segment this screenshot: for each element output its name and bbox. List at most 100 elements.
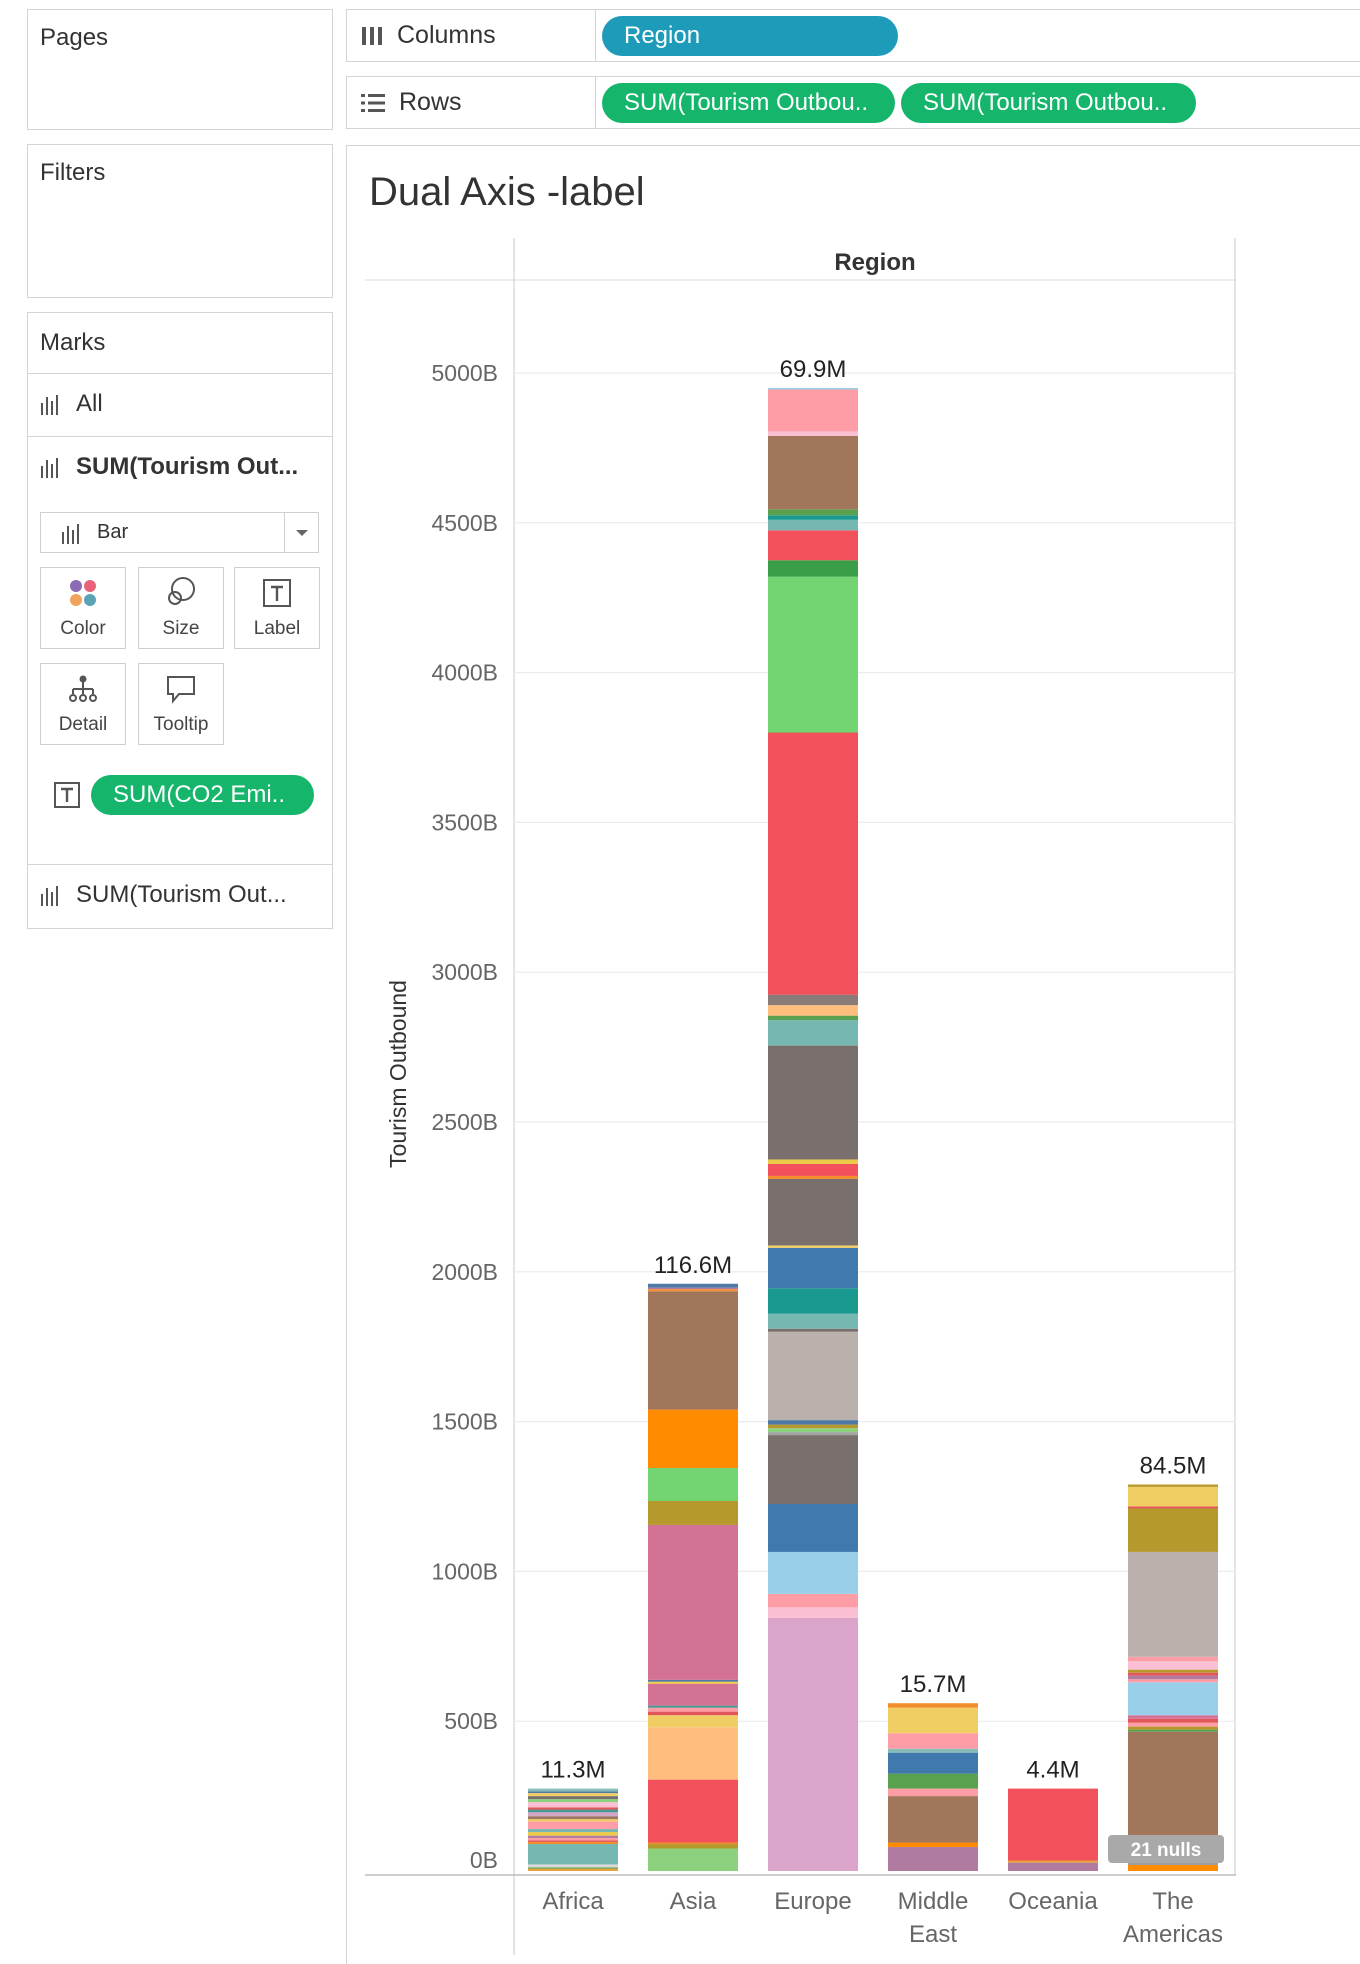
bar-segment[interactable] (528, 1793, 618, 1797)
bar-segment[interactable] (648, 1468, 738, 1501)
label-field-pill[interactable]: SUM(CO2 Emi.. (91, 775, 314, 815)
bar-segment[interactable] (768, 576, 858, 733)
bar-segment[interactable] (768, 1175, 858, 1179)
bar-segment[interactable] (1128, 1672, 1218, 1676)
bar-segment[interactable] (1128, 1729, 1218, 1732)
bar-segment[interactable] (648, 1683, 738, 1706)
marks-all-row[interactable]: All (28, 373, 332, 434)
label-button[interactable]: Label (234, 567, 320, 649)
bar-segment[interactable] (888, 1842, 978, 1848)
bar-segment[interactable] (768, 1428, 858, 1433)
bar-segment[interactable] (1008, 1860, 1098, 1863)
bar-segment[interactable] (768, 1178, 858, 1246)
bar-segment[interactable] (648, 1679, 738, 1682)
bar-segment[interactable] (648, 1500, 738, 1525)
bar-segment[interactable] (648, 1291, 738, 1410)
bar-segment[interactable] (1008, 1788, 1098, 1861)
bar-segment[interactable] (528, 1838, 618, 1841)
bar-segment[interactable] (528, 1868, 618, 1871)
bar-segment[interactable] (888, 1752, 978, 1774)
bar-segment[interactable] (1128, 1865, 1218, 1871)
bar-segment[interactable] (528, 1867, 618, 1869)
bar-segment[interactable] (768, 515, 858, 520)
bar-segment[interactable] (768, 387, 858, 390)
bar-segment[interactable] (768, 431, 858, 436)
bar-segment[interactable] (768, 1163, 858, 1176)
bar-segment[interactable] (768, 1435, 858, 1504)
bar-segment[interactable] (1128, 1551, 1218, 1657)
mark-type-dropdown[interactable]: Bar (40, 512, 319, 553)
bar-segment[interactable] (1008, 1862, 1098, 1871)
bar-segment[interactable] (528, 1821, 618, 1830)
bar-segment[interactable] (768, 1551, 858, 1594)
bar-segment[interactable] (768, 1245, 858, 1248)
bar-segment[interactable] (888, 1707, 978, 1734)
bar-segment[interactable] (648, 1283, 738, 1288)
bar-segment[interactable] (768, 1159, 858, 1164)
bar-segment[interactable] (1128, 1862, 1218, 1866)
bar-segment[interactable] (1128, 1726, 1218, 1730)
detail-button[interactable]: Detail (40, 663, 126, 745)
bar-segment[interactable] (1128, 1486, 1218, 1507)
bar-segment[interactable] (1128, 1675, 1218, 1680)
bar-segment[interactable] (888, 1847, 978, 1871)
bar-segment[interactable] (648, 1287, 738, 1290)
bar-segment[interactable] (528, 1840, 618, 1842)
bar-segment[interactable] (1128, 1679, 1218, 1683)
bar-segment[interactable] (528, 1832, 618, 1836)
bar-segment[interactable] (768, 1424, 858, 1429)
bar-segment[interactable] (768, 1503, 858, 1552)
bar-segment[interactable] (528, 1864, 618, 1868)
bar-segment[interactable] (648, 1681, 738, 1684)
rows-pill-1[interactable]: SUM(Tourism Outbou.. (602, 83, 895, 123)
bar-segment[interactable] (528, 1807, 618, 1810)
bar-segment[interactable] (1128, 1508, 1218, 1552)
bar-segment[interactable] (768, 1420, 858, 1425)
bar-segment[interactable] (768, 1045, 858, 1160)
bar-segment[interactable] (528, 1835, 618, 1839)
bar-segment[interactable] (648, 1848, 738, 1871)
bar-segment[interactable] (528, 1791, 618, 1794)
bar-segment[interactable] (1128, 1669, 1218, 1673)
bar-segment[interactable] (648, 1705, 738, 1708)
rows-pill-2[interactable]: SUM(Tourism Outbou.. (901, 83, 1196, 123)
bar-segment[interactable] (888, 1733, 978, 1749)
bar-segment[interactable] (888, 1788, 978, 1797)
bar-segment[interactable] (1128, 1682, 1218, 1716)
bar-segment[interactable] (648, 1289, 738, 1292)
bar-segment[interactable] (528, 1844, 618, 1865)
bar-segment[interactable] (528, 1819, 618, 1822)
bar-segment[interactable] (648, 1844, 738, 1849)
bar-segment[interactable] (768, 1020, 858, 1046)
marks-layer-2-row[interactable]: SUM(Tourism Out... (28, 864, 332, 925)
bar-segment[interactable] (768, 509, 858, 516)
bar-segment[interactable] (528, 1829, 618, 1833)
bar-segment[interactable] (768, 1005, 858, 1016)
bar-segment[interactable] (888, 1773, 978, 1789)
bar-segment[interactable] (1128, 1715, 1218, 1719)
bar-segment[interactable] (1128, 1722, 1218, 1727)
bar-segment[interactable] (528, 1802, 618, 1808)
bar-segment[interactable] (648, 1707, 738, 1712)
bar-segment[interactable] (648, 1711, 738, 1716)
bar-segment[interactable] (648, 1409, 738, 1469)
bar-segment[interactable] (888, 1748, 978, 1753)
bar-segment[interactable] (528, 1799, 618, 1803)
color-button[interactable]: Color (40, 567, 126, 649)
bar-segment[interactable] (768, 1328, 858, 1332)
bar-segment[interactable] (528, 1809, 618, 1813)
bar-segment[interactable] (648, 1715, 738, 1728)
bar-segment[interactable] (768, 530, 858, 561)
bar-segment[interactable] (528, 1841, 618, 1845)
bar-segment[interactable] (768, 560, 858, 577)
bar-segment[interactable] (528, 1788, 618, 1792)
columns-region-pill[interactable]: Region (602, 16, 898, 56)
bar-segment[interactable] (528, 1796, 618, 1800)
bar-segment[interactable] (888, 1703, 978, 1708)
bar-segment[interactable] (768, 1015, 858, 1021)
bar-segment[interactable] (768, 1247, 858, 1289)
bar-segment[interactable] (528, 1812, 618, 1817)
bar-segment[interactable] (528, 1816, 618, 1820)
bar-segment[interactable] (648, 1727, 738, 1780)
bar-segment[interactable] (768, 1607, 858, 1618)
